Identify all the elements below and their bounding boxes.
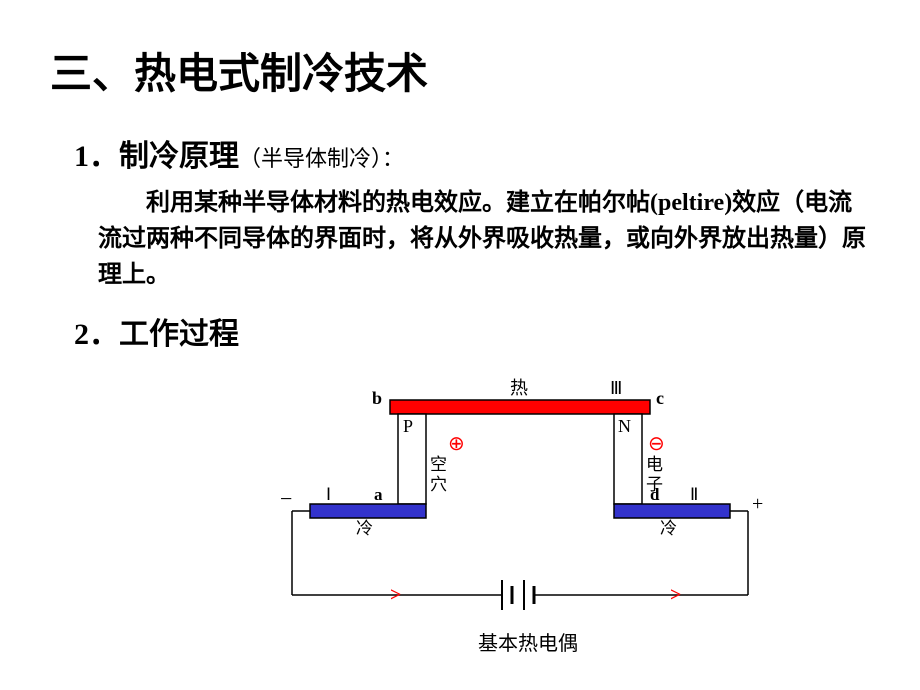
slide-title: 三、热电式制冷技术 xyxy=(50,40,870,101)
label-b: b xyxy=(372,388,382,408)
cold-bar-left xyxy=(310,504,426,518)
section-2: 2．工作过程 xyxy=(50,309,870,353)
hot-bar xyxy=(390,400,650,414)
label-c: c xyxy=(656,388,664,408)
diagram-caption: 基本热电偶 xyxy=(478,632,578,655)
label-cold-left: 冷 xyxy=(356,519,373,538)
label-n: N xyxy=(618,416,631,436)
section-1-body: 利用某种半导体材料的热电效应。建立在帕尔帖(peltire)效应（电流流过两种不… xyxy=(98,185,870,293)
label-minus-circle: ⊖ xyxy=(648,433,665,455)
label-iii: Ⅲ xyxy=(610,378,622,398)
section-2-heading: 2．工作过程 xyxy=(74,309,870,353)
label-hot: 热 xyxy=(510,378,528,398)
label-ii: Ⅱ xyxy=(690,485,698,504)
label-d: d xyxy=(650,485,660,504)
label-minus: − xyxy=(280,486,292,511)
cold-bar-right xyxy=(614,504,730,518)
arrow-left: > xyxy=(390,584,401,606)
diagram-svg: 热 Ⅲ b c P N ⊕ ⊖ 空 穴 电 子 Ⅰ a d Ⅱ 冷 冷 − + … xyxy=(270,370,770,670)
label-p: P xyxy=(403,416,413,436)
label-plus: + xyxy=(752,493,763,515)
thermocouple-diagram: 热 Ⅲ b c P N ⊕ ⊖ 空 穴 电 子 Ⅰ a d Ⅱ 冷 冷 − + … xyxy=(270,370,770,670)
section-1-sub: （半导体制冷）： xyxy=(239,146,404,171)
arrow-right: > xyxy=(670,584,681,606)
section-1-num: 1． xyxy=(74,140,119,173)
section-1: 1．制冷原理（半导体制冷）： 利用某种半导体材料的热电效应。建立在帕尔帖(pel… xyxy=(50,131,870,293)
section-2-head: 工作过程 xyxy=(119,318,239,351)
label-a: a xyxy=(374,485,383,504)
label-hole-2: 穴 xyxy=(430,475,447,494)
section-2-num: 2． xyxy=(74,318,119,351)
label-i: Ⅰ xyxy=(326,485,331,504)
label-hole-1: 空 xyxy=(430,455,447,474)
label-electron-1: 电 xyxy=(646,455,663,474)
label-cold-right: 冷 xyxy=(660,519,677,538)
section-1-head: 制冷原理 xyxy=(119,140,239,173)
section-1-heading: 1．制冷原理（半导体制冷）： xyxy=(74,131,870,175)
label-plus-circle: ⊕ xyxy=(448,433,465,455)
